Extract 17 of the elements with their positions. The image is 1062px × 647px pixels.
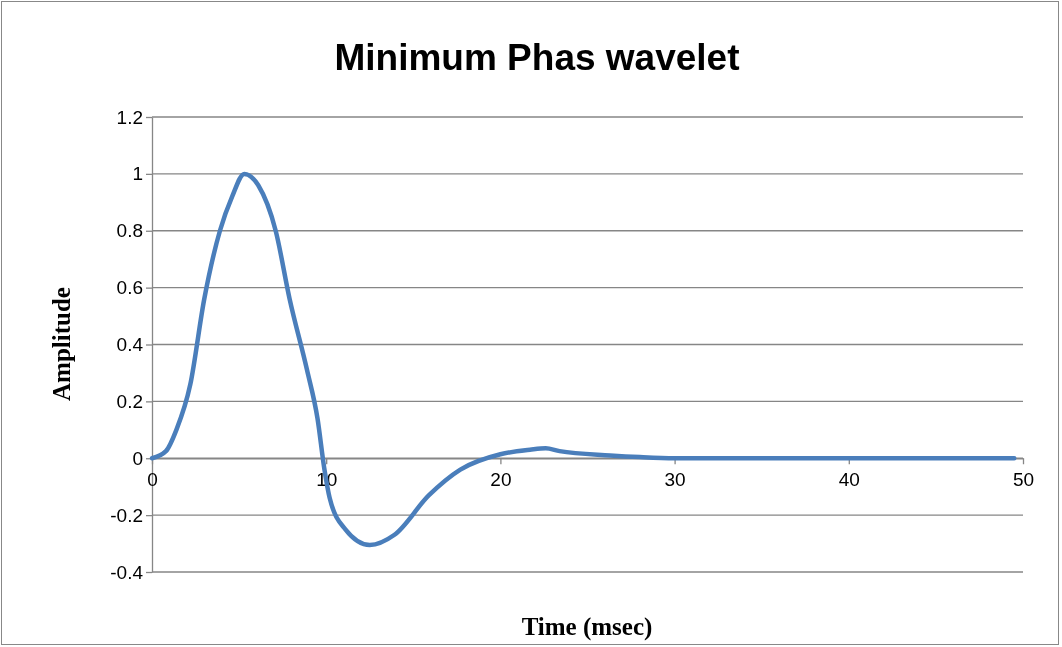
- x-tick-label: 20: [490, 468, 512, 490]
- y-tick-label: 0.6: [116, 277, 143, 299]
- x-tick-label: 40: [838, 468, 860, 490]
- y-tick-label: 1.2: [116, 106, 143, 128]
- x-tick-label: 0: [147, 468, 158, 490]
- x-tick-label: 50: [1012, 468, 1035, 490]
- y-tick-label: 1: [132, 163, 143, 185]
- x-tick-label: 30: [664, 468, 686, 490]
- x-axis-title: Time (msec): [521, 613, 653, 641]
- y-tick-label: -0.4: [110, 561, 144, 583]
- y-axis-title: Amplitude: [48, 287, 75, 401]
- chart-title: Minimum Phas wavelet: [334, 37, 740, 78]
- y-tick-label: -0.2: [110, 504, 143, 526]
- y-tick-label: 0.8: [116, 220, 143, 242]
- y-tick-label: 0.2: [116, 390, 143, 412]
- y-tick-label: 0.4: [116, 334, 144, 356]
- y-tick-label: 0: [132, 447, 143, 469]
